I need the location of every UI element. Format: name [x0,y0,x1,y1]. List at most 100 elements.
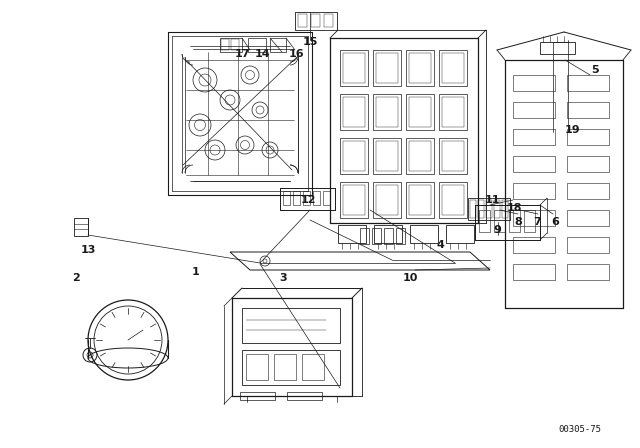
Bar [293,191,300,205]
Bar [340,182,368,218]
Bar [513,237,555,253]
Bar [442,97,464,127]
Bar [343,141,365,171]
Bar [439,50,467,86]
Bar [242,308,340,343]
Bar [373,182,401,218]
Bar [231,39,239,50]
Bar [221,39,229,50]
Bar [439,138,467,174]
Bar [340,138,368,174]
Bar [567,183,609,199]
Bar [567,156,609,172]
Bar [74,218,88,236]
Bar [246,354,268,380]
Bar [406,94,434,130]
Bar [338,225,366,243]
Bar [406,50,434,86]
Bar [513,75,555,91]
Text: 11: 11 [484,195,500,205]
Bar [376,97,398,127]
Bar [439,182,467,218]
Text: 15: 15 [302,37,317,47]
Bar [513,156,555,172]
Bar [376,185,398,215]
Text: 6: 6 [551,217,559,227]
Text: 19: 19 [564,125,580,135]
Bar [313,191,320,205]
Bar [343,185,365,215]
Bar [567,129,609,145]
Bar [513,183,555,199]
Bar [270,38,286,52]
Bar [242,350,340,385]
Bar [478,200,484,218]
Bar [470,200,476,218]
Bar [409,97,431,127]
Bar [502,200,508,218]
Bar [513,210,555,226]
Bar [567,237,609,253]
Bar [513,264,555,280]
Bar [468,198,510,220]
Bar [283,191,290,205]
Bar [524,210,535,232]
Bar [486,200,492,218]
Text: 3: 3 [279,273,287,283]
Bar [409,141,431,171]
Bar [540,42,575,54]
Bar [567,75,609,91]
Bar [409,185,431,215]
Bar [311,14,320,27]
Bar [374,225,402,243]
Bar [513,129,555,145]
Text: 14: 14 [254,49,270,59]
Bar [373,50,401,86]
Text: 17: 17 [234,49,250,59]
Text: 4: 4 [436,240,444,250]
Bar [509,210,520,232]
Bar [410,225,438,243]
Bar [494,210,505,232]
Bar [220,38,242,52]
Bar [442,185,464,215]
Bar [302,354,324,380]
Bar [439,94,467,130]
Bar [376,53,398,83]
Bar [373,94,401,130]
Bar [343,97,365,127]
Bar [567,102,609,118]
Bar [343,53,365,83]
Text: 1: 1 [192,267,200,277]
Text: 5: 5 [591,65,599,75]
Bar [376,141,398,171]
Bar [248,38,266,52]
Bar [446,225,474,243]
Bar [384,228,393,244]
Bar [274,354,296,380]
Bar [295,12,337,30]
Bar [372,228,381,244]
Text: 00305-75: 00305-75 [559,426,602,435]
Text: 13: 13 [80,245,96,255]
Bar [340,94,368,130]
Bar [406,182,434,218]
Bar [240,392,275,400]
Text: 16: 16 [289,49,305,59]
Bar [340,50,368,86]
Text: 10: 10 [403,273,418,283]
Bar [324,14,333,27]
Bar [442,141,464,171]
Bar [479,210,490,232]
Bar [323,191,330,205]
Text: 7: 7 [533,217,541,227]
Text: 2: 2 [72,273,80,283]
Bar [567,210,609,226]
Text: 9: 9 [493,225,501,235]
Text: 12: 12 [300,195,316,205]
Bar [396,228,405,244]
Bar [442,53,464,83]
Bar [303,191,310,205]
Bar [494,200,500,218]
Bar [513,102,555,118]
